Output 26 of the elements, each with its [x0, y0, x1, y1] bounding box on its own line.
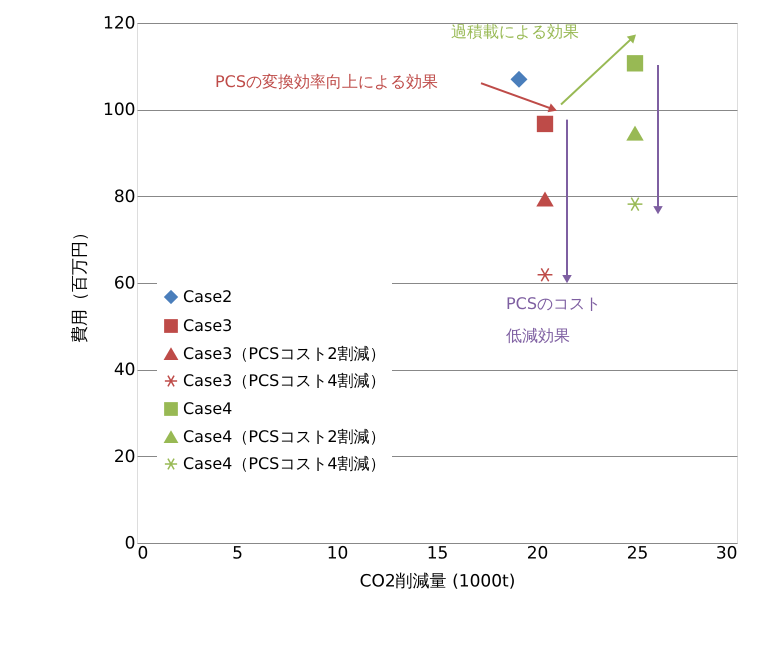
legend-label: Case3 [183, 316, 232, 335]
annotation: PCSの変換効率向上による効果 [215, 72, 438, 91]
y-tick-label: 40 [114, 360, 136, 380]
annotation: PCSのコスト [506, 294, 601, 313]
legend-label: Case3（PCSコスト4割減） [183, 371, 386, 390]
x-tick-label: 0 [138, 544, 148, 564]
annotation: 過積載による効果 [451, 22, 579, 41]
legend-label: Case4（PCSコスト4割減） [183, 454, 386, 473]
y-tick-label: 20 [114, 446, 136, 467]
x-tick-label: 15 [426, 544, 448, 564]
x-tick-label: 25 [626, 544, 648, 564]
y-axis-title: 費用（百万円） [70, 224, 90, 343]
legend-label: Case3（PCSコスト2割減） [183, 344, 386, 363]
x-tick-label: 30 [716, 544, 738, 564]
x-tick-label: 20 [526, 544, 548, 564]
annotation: 低減効果 [506, 326, 570, 345]
y-tick-label: 60 [114, 274, 136, 294]
y-tick-label: 80 [114, 186, 136, 207]
y-tick-label: 120 [103, 14, 136, 34]
x-tick-label: 10 [326, 544, 348, 564]
y-tick-label: 100 [103, 100, 136, 120]
x-tick-label: 5 [232, 544, 243, 564]
legend-label: Case4（PCSコスト2割減） [183, 427, 386, 446]
x-axis-title: CO2削減量 (1000t) [360, 572, 516, 592]
legend-label: Case2 [183, 287, 232, 306]
legend-label: Case4 [183, 399, 232, 418]
